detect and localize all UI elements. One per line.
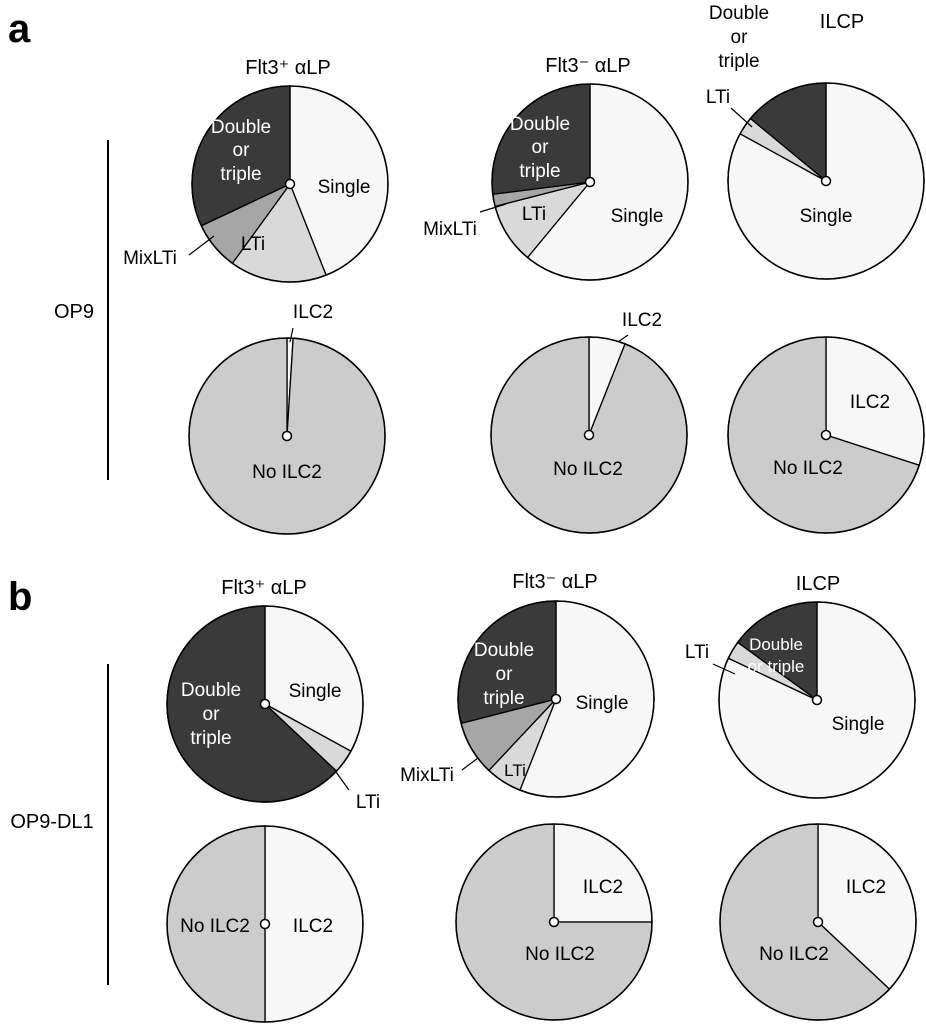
pie-12-outline — [719, 823, 917, 1021]
pie-4-label-ilc2: ILC2 — [293, 302, 333, 323]
pie-1-label-lti: LTi — [241, 234, 265, 255]
pie-2-label-mixlti: MixLTi — [423, 219, 477, 240]
pie-5-outline — [490, 336, 688, 534]
pie-7-label-lti: LTi — [356, 792, 380, 813]
pie-1-center-dot — [284, 178, 296, 190]
pie-11-center-dot — [548, 916, 560, 928]
pie-10: ILC2 No ILC2 — [166, 825, 364, 1023]
pie-2: Single LTi MixLTi Double or triple — [423, 83, 689, 281]
pie-7-label-double-or-triple: Double or triple — [181, 680, 241, 749]
pie-11: ILC2 No ILC2 — [455, 823, 653, 1021]
pie-9-outline — [718, 601, 916, 799]
pie-12-label-no-ilc2: No ILC2 — [759, 944, 829, 965]
pie-9-leader-lti — [712, 663, 736, 675]
pie-9-label-lti: LTi — [685, 642, 709, 663]
pie-1: Single LTi MixLTi Double or triple — [123, 85, 389, 283]
panel-letter-b: b — [8, 575, 32, 619]
pie-8-label-double-or-triple: Double or triple — [474, 640, 534, 709]
pie-3-label-lti: LTi — [706, 87, 730, 108]
pie-5: ILC2 No ILC2 — [490, 310, 688, 534]
pie-2-outline — [491, 83, 689, 281]
pie-8: Single LTi MixLTi Double or triple — [400, 600, 655, 798]
pie-3-label-double-or-triple: Double or triple — [709, 3, 769, 72]
pie-3-leader-lti — [730, 107, 753, 128]
pie-10-outline — [166, 825, 364, 1023]
pie-4-center-dot — [281, 430, 293, 442]
pie-11-outline — [455, 823, 653, 1021]
pie-1-outline — [191, 85, 389, 283]
pie-10-label-ilc2: ILC2 — [293, 916, 333, 937]
pie-4-leader-ilc2 — [289, 327, 294, 343]
column-title-b-2: Flt3⁻ αLP — [512, 571, 597, 593]
pie-11-slice-ilc2 — [553, 823, 653, 923]
pie-2-leader-mixlti — [479, 203, 507, 213]
pie-4-label-no-ilc2: No ILC2 — [252, 462, 322, 483]
pie-10-label-no-ilc2: No ILC2 — [180, 916, 250, 937]
pie-2-label-double-or-triple: Double or triple — [510, 114, 570, 182]
pie-3-outline — [727, 82, 925, 280]
pie-7-label-single: Single — [289, 681, 342, 702]
column-title-a-3: ILCP — [820, 11, 864, 33]
pie-11-label-ilc2: ILC2 — [583, 877, 623, 898]
pie-charts: Single LTi MixLTi Double or triple Single LTi Mi… — [123, 3, 925, 1023]
pie-2-label-lti: LTi — [522, 204, 546, 225]
pie-8-leader-mixlti — [461, 757, 479, 771]
pie-6-label-ilc2: ILC2 — [850, 392, 890, 413]
row-label-b: OP9-DL1 — [10, 811, 93, 833]
pie-3-label-single: Single — [800, 206, 853, 227]
pie-10-center-dot — [259, 918, 271, 930]
pie-12-label-ilc2: ILC2 — [846, 877, 886, 898]
pie-12-center-dot — [812, 916, 824, 928]
pie-1-leader-mixlti — [188, 235, 215, 256]
pie-6-label-no-ilc2: No ILC2 — [773, 458, 843, 479]
pie-5-label-no-ilc2: No ILC2 — [553, 459, 623, 480]
pie-11-label-no-ilc2: No ILC2 — [525, 944, 595, 965]
column-title-a-1: Flt3⁺ αLP — [245, 57, 330, 79]
panel-letter-a: a — [8, 7, 31, 51]
pie-7-center-dot — [259, 698, 271, 710]
pie-2-label-single: Single — [611, 206, 664, 227]
pie-4-outline — [188, 337, 386, 535]
column-title-a-2: Flt3⁻ αLP — [545, 55, 630, 77]
pie-12: ILC2 No ILC2 — [719, 823, 917, 1021]
pie-4: ILC2 No ILC2 — [188, 302, 386, 535]
pie-3: Single LTi Double or triple — [706, 3, 925, 280]
pie-5-center-dot — [583, 429, 595, 441]
column-title-b-3: ILCP — [796, 573, 840, 595]
row-label-a: OP9 — [54, 301, 94, 323]
pie-8-outline — [457, 600, 655, 798]
pie-8-center-dot — [550, 693, 562, 705]
pie-6-outline — [727, 336, 925, 534]
pie-7-outline — [166, 605, 364, 803]
pie-9-label-double-or-triple: Double or triple — [748, 635, 805, 676]
pie-1-label-mixlti: MixLTi — [123, 248, 177, 269]
pie-6: ILC2 No ILC2 — [727, 336, 925, 534]
pie-1-label-single: Single — [318, 177, 371, 198]
pie-5-label-ilc2: ILC2 — [622, 310, 662, 331]
pie-8-label-single: Single — [576, 693, 629, 714]
pie-6-center-dot — [820, 429, 832, 441]
pie-9: Single LTi Double or triple — [685, 601, 916, 799]
pie-2-center-dot — [584, 176, 596, 188]
pie-5-leader-ilc2 — [617, 334, 629, 343]
pie-8-label-mixlti: MixLTi — [400, 765, 454, 786]
pie-7-leader-lti — [335, 771, 350, 791]
pie-1-label-double-or-triple: Double or triple — [211, 117, 271, 185]
pie-7: Single LTi Double or triple — [166, 605, 380, 813]
pie-8-label-lti: LTi — [504, 761, 526, 780]
pie-3-center-dot — [820, 175, 832, 187]
column-title-b-1: Flt3⁺ αLP — [221, 577, 306, 599]
pie-9-label-single: Single — [832, 714, 885, 735]
pie-9-center-dot — [811, 694, 823, 706]
